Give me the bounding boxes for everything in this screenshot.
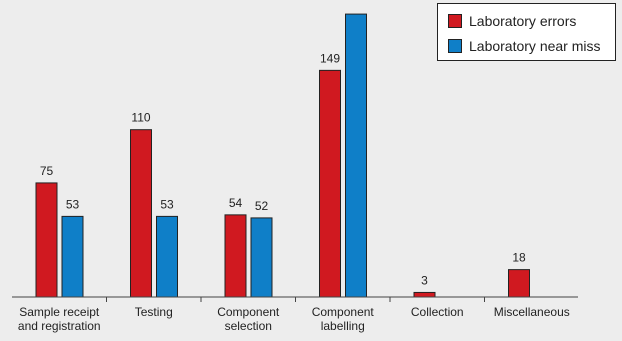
x-tick-label-line: Testing (135, 305, 173, 319)
x-tick-label-line: labelling (321, 319, 365, 333)
data-label-laboratory-errors-sample-receipt-and-registration: 75 (40, 164, 54, 178)
x-tick-label-line: selection (225, 319, 272, 333)
legend-label-laboratory-near-miss: Laboratory near miss (469, 38, 601, 54)
legend-label-laboratory-errors: Laboratory errors (469, 13, 577, 29)
data-label-laboratory-errors-miscellaneous: 18 (512, 251, 526, 265)
bar-laboratory-near-miss-testing (156, 215, 178, 298)
x-tick-label-sample-receipt-and-registration: Sample receipt and registration (18, 305, 101, 333)
x-tick-label-line: Component (217, 305, 280, 319)
x-tick-label-line: Collection (411, 305, 464, 319)
bar-laboratory-errors-collection (413, 291, 436, 298)
x-tick-label-component-labelling: Component labelling (312, 305, 375, 333)
bar-laboratory-near-miss-component-labelling (345, 13, 367, 298)
data-label-laboratory-errors-testing: 110 (131, 111, 150, 125)
bar-laboratory-errors-testing (130, 129, 152, 298)
legend-item-laboratory-near-miss: Laboratory near miss (448, 37, 601, 55)
bar-laboratory-errors-component-labelling (319, 69, 341, 298)
x-tick-label-collection: Collection (411, 305, 464, 319)
bar-laboratory-near-miss-component-selection (250, 217, 273, 298)
x-tick-label-testing: Testing (135, 305, 173, 319)
bar-laboratory-errors-sample-receipt-and-registration (35, 182, 58, 298)
legend: Laboratory errors Laboratory near miss (437, 3, 616, 61)
x-ticks-layer (106, 297, 485, 302)
data-label-laboratory-errors-collection: 3 (421, 273, 428, 287)
x-tick-label-line: and registration (18, 319, 101, 333)
x-tick-label-component-selection: Component selection (217, 305, 280, 333)
legend-item-laboratory-errors: Laboratory errors (448, 12, 576, 30)
x-tick-label-line: Miscellaneous (494, 305, 570, 319)
bar-laboratory-near-miss-sample-receipt-and-registration (61, 215, 84, 298)
x-tick-label-line: Component (312, 305, 375, 319)
legend-swatch-laboratory-near-miss (448, 39, 462, 53)
legend-swatch-laboratory-errors (448, 14, 462, 28)
data-label-laboratory-near-miss-component-selection: 52 (255, 199, 269, 213)
bar-laboratory-errors-component-selection (224, 214, 247, 298)
data-label-laboratory-near-miss-sample-receipt-and-registration: 53 (66, 197, 80, 211)
data-label-laboratory-errors-component-selection: 54 (229, 196, 243, 210)
x-tick-label-miscellaneous: Miscellaneous (494, 305, 570, 319)
x-tick-label-line: Sample receipt (19, 305, 100, 319)
labels-layer: 75 53 Sample receipt and registration 110 53 T… (18, 51, 570, 333)
data-label-laboratory-errors-component-labelling: 149 (320, 51, 340, 65)
bar-laboratory-errors-miscellaneous (508, 269, 530, 298)
bars-layer (35, 13, 530, 298)
data-label-laboratory-near-miss-testing: 53 (160, 197, 174, 211)
